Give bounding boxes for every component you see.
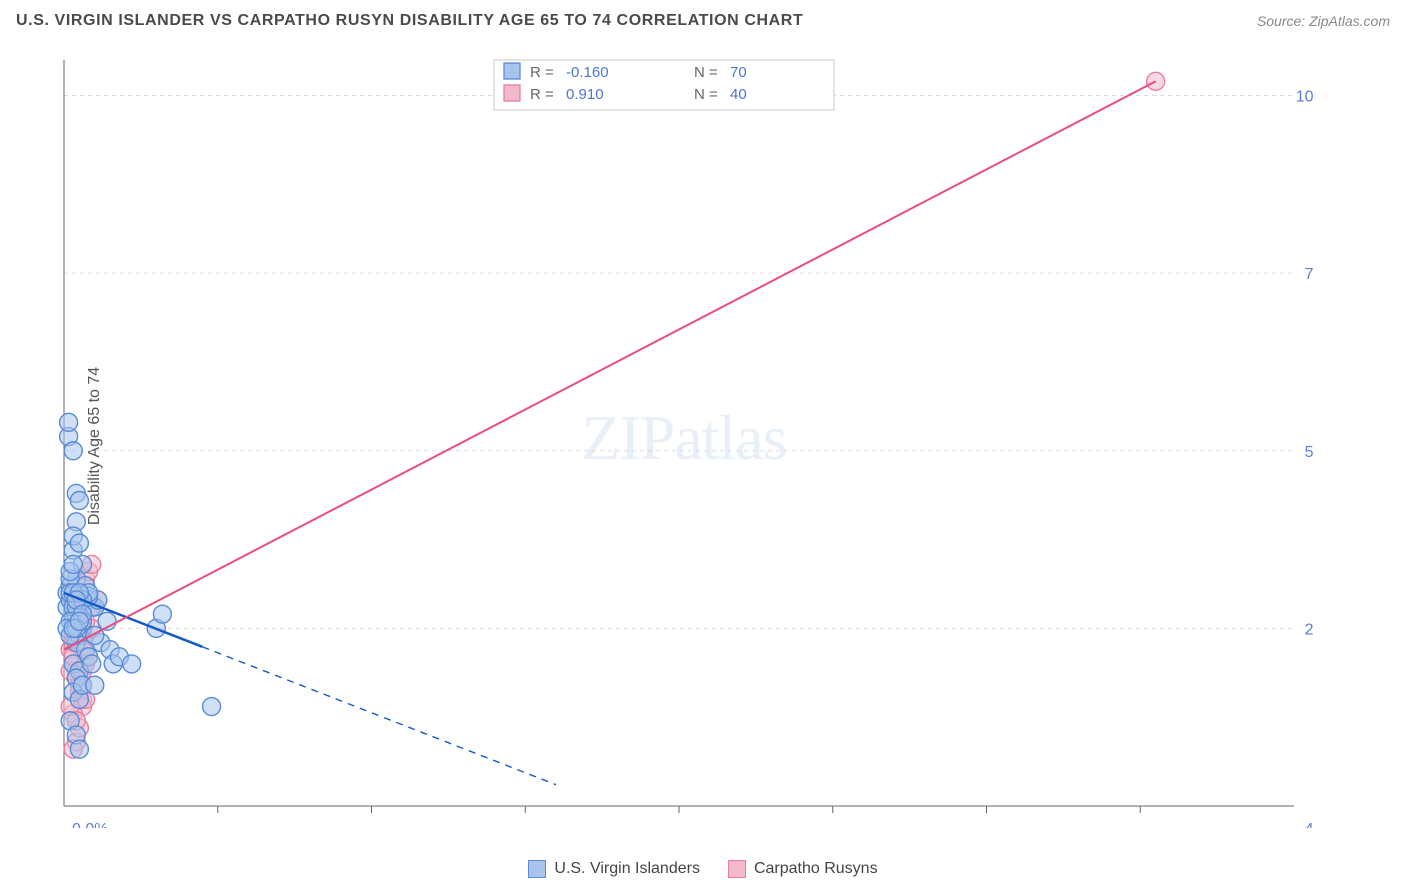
svg-text:0.0%: 0.0% [72, 821, 108, 828]
legend-bottom: U.S. Virgin Islanders Carpatho Rusyns [0, 860, 1406, 878]
svg-text:N =: N = [694, 64, 718, 81]
chart-svg: 25.0% 50.0% 75.0% 100.0% 0.0% 40.0% R = -0.160 N… [54, 48, 1314, 828]
legend-item-usvi: U.S. Virgin Islanders [528, 860, 700, 878]
svg-text:N =: N = [694, 86, 718, 103]
svg-text:25.0%: 25.0% [1305, 621, 1314, 638]
source-label: Source: ZipAtlas.com [1257, 13, 1390, 29]
svg-text:70: 70 [730, 64, 747, 81]
chart-title: U.S. VIRGIN ISLANDER VS CARPATHO RUSYN D… [16, 12, 803, 30]
svg-text:-0.160: -0.160 [566, 64, 609, 81]
legend-label-carpatho: Carpatho Rusyns [754, 860, 878, 878]
svg-text:R =: R = [530, 64, 554, 81]
svg-text:40: 40 [730, 86, 747, 103]
legend-swatch-carpatho [728, 860, 746, 878]
svg-text:50.0%: 50.0% [1305, 444, 1314, 461]
svg-text:100.0%: 100.0% [1296, 89, 1314, 106]
svg-text:75.0%: 75.0% [1305, 266, 1314, 283]
plot-area: ZIPatlas 25.0%50.0%75.0%100.0%0.0%40.0%R… [54, 48, 1314, 828]
svg-text:R =: R = [530, 86, 554, 103]
svg-text:0.910: 0.910 [566, 86, 604, 103]
legend-swatch-usvi [528, 860, 546, 878]
svg-text:40.0%: 40.0% [1305, 821, 1314, 828]
legend-item-carpatho: Carpatho Rusyns [728, 860, 878, 878]
legend-label-usvi: U.S. Virgin Islanders [554, 860, 700, 878]
